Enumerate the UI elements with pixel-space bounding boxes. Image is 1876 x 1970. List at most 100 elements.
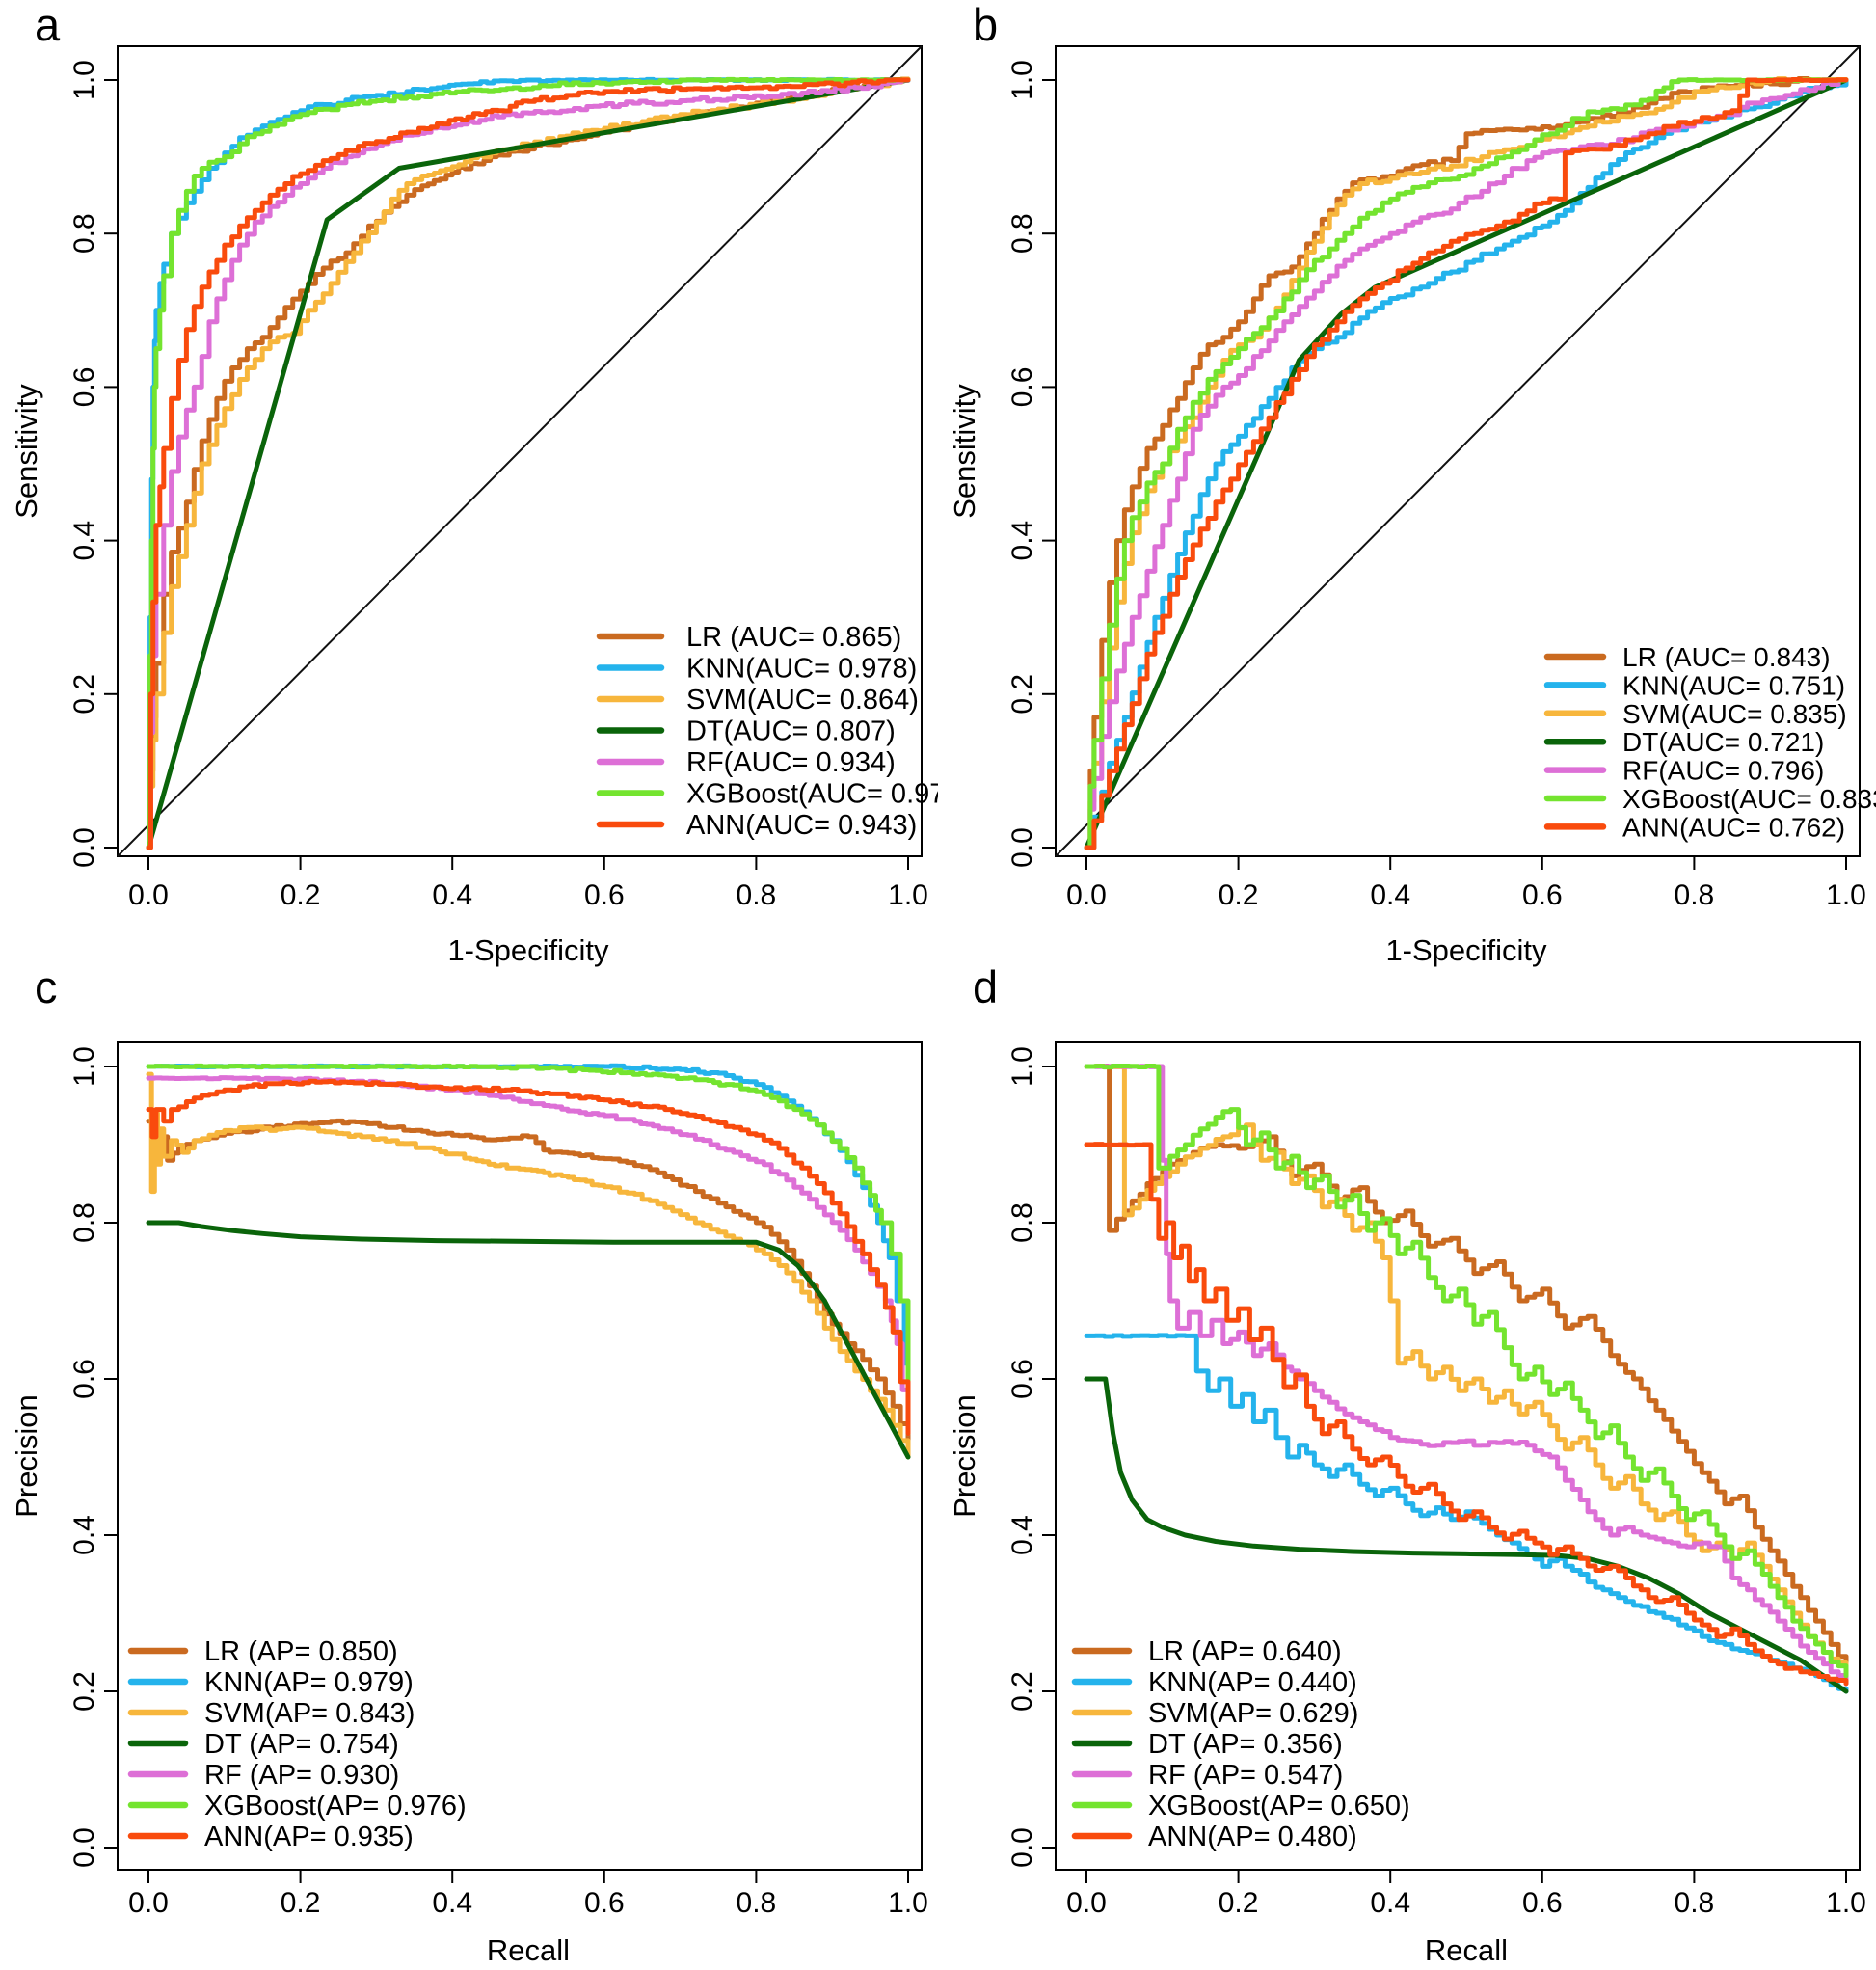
- x-axis-title: Recall: [487, 1933, 570, 1967]
- x-axis-title: 1-Specificity: [1385, 933, 1547, 967]
- legend-label-DT: DT (AP= 0.356): [1148, 1729, 1343, 1760]
- legend-label-SVM: SVM(AP= 0.843): [204, 1698, 415, 1729]
- plot-box: [1055, 1041, 1861, 1871]
- x-tick-label: 0.6: [584, 1887, 625, 1919]
- x-tick-label: 1.0: [1826, 879, 1866, 911]
- legend-label-LR: LR (AP= 0.640): [1148, 1636, 1342, 1667]
- panel-c-pr-chart: 0.0 0.2 0.4 0.6 0.8 1.0 0.0 0.2 0.4 0.6 0.8 1.0 Reca…: [10, 1041, 928, 1967]
- panel-c-series-XGBoost: [146, 1063, 911, 1437]
- y-tick-label: 0.2: [68, 674, 100, 715]
- x-tick-label: 1.0: [888, 879, 928, 911]
- panel-b-series-XGBoost: [1084, 77, 1849, 850]
- legend-label-SVM: SVM(AUC= 0.864): [686, 685, 919, 715]
- legend-label-RF: RF(AUC= 0.934): [686, 747, 896, 778]
- panel-d-axes: 0.0 0.2 0.4 0.6 0.8 1.0 0.0 0.2 0.4 0.6 0.8 1.0 Reca…: [948, 1041, 1866, 1967]
- chance-diagonal-line: [1055, 45, 1861, 857]
- x-tick-label: 0.0: [1066, 879, 1107, 911]
- y-tick-label: 0.8: [68, 1202, 100, 1243]
- x-tick-label: 1.0: [1826, 1887, 1866, 1919]
- x-tick-label: 0.6: [584, 879, 625, 911]
- chance-diagonal-line: [117, 45, 923, 857]
- legend-label-ANN: ANN(AP= 0.480): [1148, 1822, 1357, 1852]
- legend-label-XGBoost: XGBoost(AP= 0.976): [204, 1791, 467, 1822]
- x-tick-label: 0.0: [128, 879, 169, 911]
- panel-d-pr-chart: 0.0 0.2 0.4 0.6 0.8 1.0 0.0 0.2 0.4 0.6 0.8 1.0 Reca…: [948, 1041, 1866, 1967]
- y-tick-label: 0.4: [1006, 521, 1038, 561]
- legend-label-LR: LR (AP= 0.850): [204, 1636, 398, 1667]
- panel-d-series-RF: [1084, 1064, 1849, 1687]
- panel-c-series-RF: [146, 1075, 911, 1437]
- panel-c-series-ANN: [146, 1078, 911, 1437]
- y-tick-label: 0.0: [68, 827, 100, 868]
- y-tick-label: 1.0: [1006, 1046, 1038, 1087]
- y-tick-label: 0.8: [1006, 1202, 1038, 1243]
- y-tick-label: 0.2: [68, 1671, 100, 1712]
- y-tick-label: 0.6: [1006, 367, 1038, 408]
- y-axis-title: Sensitivity: [948, 384, 981, 519]
- panel-d-legend: LR (AP= 0.640)KNN(AP= 0.440)SVM(AP= 0.62…: [1071, 1636, 1410, 1852]
- panel-c-series-DT: [146, 1220, 911, 1460]
- panel-a-series-DT: [146, 77, 911, 850]
- y-tick-label: 0.4: [1006, 1515, 1038, 1555]
- x-axis-title: 1-Specificity: [447, 933, 609, 967]
- legend-label-DT: DT (AP= 0.754): [204, 1729, 399, 1760]
- y-tick-label: 0.6: [68, 1359, 100, 1399]
- y-tick-label: 1.0: [68, 1046, 100, 1087]
- x-tick-label: 1.0: [888, 1887, 928, 1919]
- y-axis-title: Precision: [948, 1394, 981, 1518]
- panel-a-series-RF: [146, 77, 911, 850]
- x-tick-label: 0.2: [281, 879, 321, 911]
- x-tick-label: 0.2: [1219, 879, 1259, 911]
- legend-label-XGBoost: XGBoost(AUC= 0.833): [1622, 784, 1876, 814]
- y-tick-label: 0.0: [1006, 1827, 1038, 1868]
- panel-a-letter: a: [35, 0, 61, 50]
- x-tick-label: 0.6: [1522, 879, 1563, 911]
- legend-label-DT: DT(AUC= 0.721): [1622, 727, 1824, 757]
- x-axis-title: Recall: [1425, 1933, 1508, 1967]
- panel-b-legend: LR (AUC= 0.843)KNN(AUC= 0.751)SVM(AUC= 0…: [1543, 642, 1876, 842]
- y-tick-label: 1.0: [68, 60, 100, 100]
- panel-b-axes: 0.0 0.2 0.4 0.6 0.8 1.0 0.0 0.2 0.4 0.6 0.8 1.0 1-Sp…: [948, 45, 1866, 967]
- y-tick-label: 0.8: [1006, 213, 1038, 254]
- panel-b-series-DT: [1084, 77, 1849, 850]
- x-tick-label: 0.6: [1522, 1887, 1563, 1919]
- legend-label-ANN: ANN(AUC= 0.762): [1622, 812, 1845, 842]
- y-tick-label: 0.0: [68, 1827, 100, 1868]
- y-tick-label: 1.0: [1006, 60, 1038, 100]
- panel-d-series-DT: [1084, 1376, 1849, 1694]
- legend-label-ANN: ANN(AP= 0.935): [204, 1822, 414, 1852]
- legend-label-ANN: ANN(AUC= 0.943): [686, 810, 917, 841]
- panel-c-series-SVM: [146, 1071, 911, 1460]
- y-axis-title: Sensitivity: [10, 384, 43, 519]
- panel-a-series-XGBoost: [146, 76, 911, 850]
- legend-label-KNN: KNN(AP= 0.440): [1148, 1667, 1357, 1698]
- x-tick-label: 0.4: [432, 1887, 472, 1919]
- panel-d-letter: d: [973, 961, 999, 1012]
- legend-label-SVM: SVM(AP= 0.629): [1148, 1698, 1358, 1729]
- panel-b-letter: b: [973, 0, 999, 50]
- panel-c-axes: 0.0 0.2 0.4 0.6 0.8 1.0 0.0 0.2 0.4 0.6 0.8 1.0 Reca…: [10, 1041, 928, 1967]
- legend-label-DT: DT(AUC= 0.807): [686, 716, 896, 747]
- y-axis-title: Precision: [10, 1394, 43, 1518]
- y-tick-label: 0.4: [68, 521, 100, 561]
- x-tick-label: 0.8: [737, 1887, 777, 1919]
- legend-label-SVM: SVM(AUC= 0.835): [1622, 699, 1847, 729]
- x-tick-label: 0.8: [1675, 1887, 1715, 1919]
- x-tick-label: 0.2: [281, 1887, 321, 1919]
- x-tick-label: 0.0: [128, 1887, 169, 1919]
- panel-a-legend: LR (AUC= 0.865)KNN(AUC= 0.978)SVM(AUC= 0…: [596, 622, 938, 841]
- panel-a-axes: 0.0 0.2 0.4 0.6 0.8 1.0 0.0 0.2 0.4 0.6 0.8 1.0 1-Sp…: [10, 45, 928, 967]
- y-tick-label: 0.2: [1006, 674, 1038, 715]
- panel-d-series-SVM: [1084, 1064, 1849, 1671]
- legend-label-LR: LR (AUC= 0.865): [686, 622, 901, 653]
- y-tick-label: 0.6: [1006, 1359, 1038, 1399]
- panel-d-series-XGBoost: [1084, 1064, 1849, 1679]
- legend-label-RF: RF (AP= 0.547): [1148, 1760, 1343, 1791]
- panel-a-roc-chart: 0.0 0.2 0.4 0.6 0.8 1.0 0.0 0.2 0.4 0.6 0.8 1.0 1-Sp…: [10, 45, 938, 967]
- legend-label-XGBoost: XGBoost(AUC= 0.975): [686, 779, 938, 810]
- panel-b-series-ANN: [1084, 77, 1849, 850]
- legend-label-KNN: KNN(AP= 0.979): [204, 1667, 414, 1698]
- legend-label-XGBoost: XGBoost(AP= 0.650): [1148, 1791, 1410, 1822]
- y-tick-label: 0.8: [68, 213, 100, 254]
